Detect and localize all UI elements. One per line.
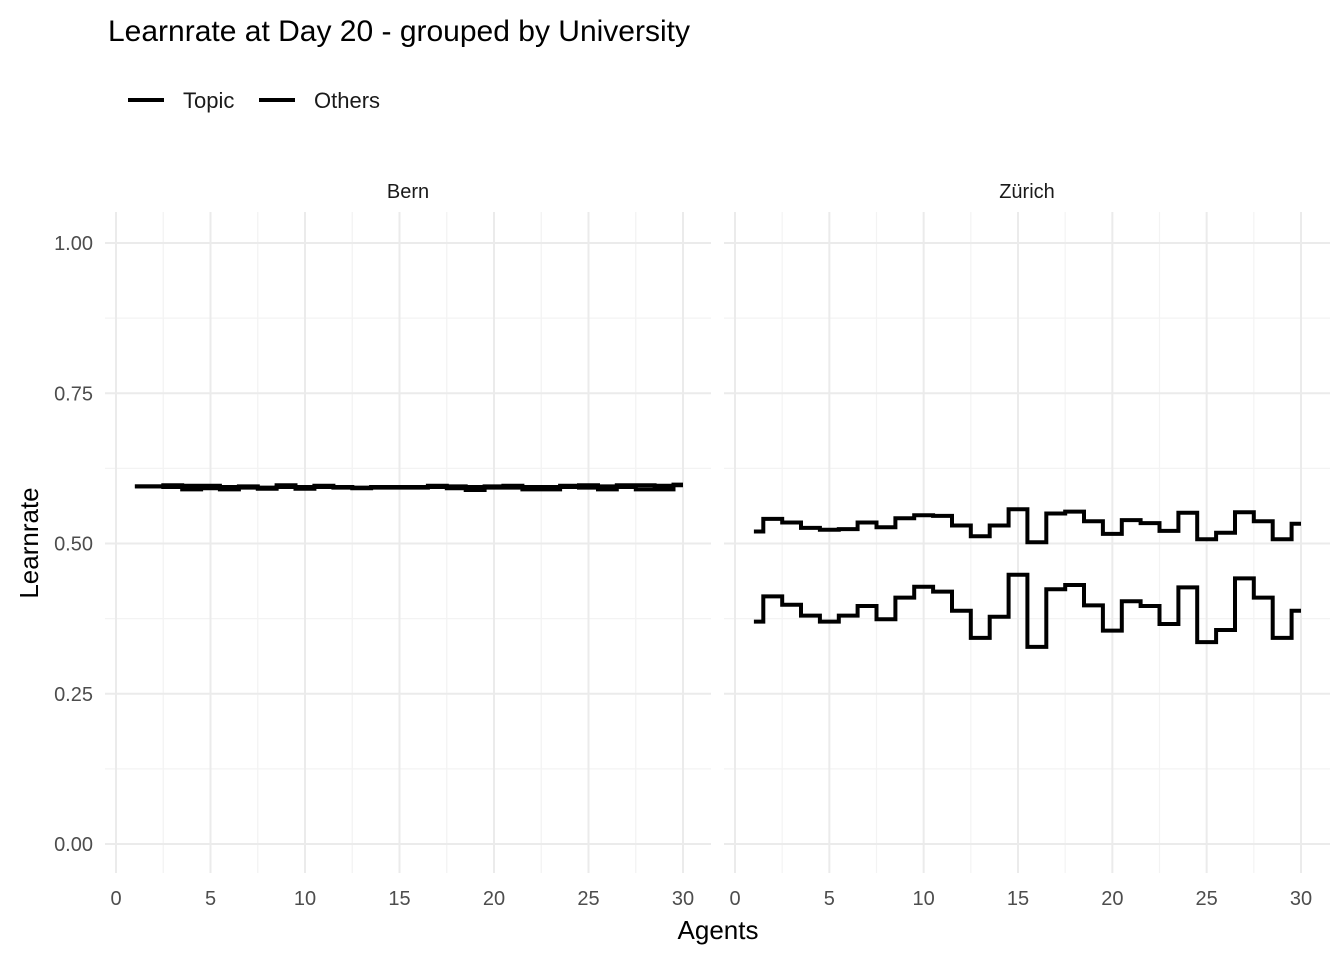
x-tick-label: 5 [824,888,835,910]
series-line-others-zrich [753,572,1301,649]
y-tick-label: 0.50 [54,534,93,556]
x-tick-label: 25 [1196,888,1218,910]
x-tick-label: 25 [577,888,599,910]
x-tick-label: 30 [672,888,694,910]
y-tick-label: 0.00 [54,834,93,856]
legend: Topic Others [128,88,380,113]
x-tick-label: 15 [388,888,410,910]
x-tick-label: 0 [729,888,740,910]
y-axis-title: Learnrate [14,487,44,598]
panels-layer: Bern 0 5 10 15 20 25 30 0.00 0.25 0.50 0.75 1.00 Züri… [54,181,1330,910]
x-tick-label: 20 [1101,888,1123,910]
legend-label-others: Others [314,88,380,113]
series-line-topic-zrich [753,507,1301,545]
x-tick-label: 30 [1290,888,1312,910]
y-tick-label: 1.00 [54,233,93,255]
y-tick-label: 0.75 [54,383,93,405]
x-tick-label: 5 [205,888,216,910]
x-tick-label: 0 [110,888,121,910]
panel-strip-label: Zürich [999,181,1055,203]
x-axis-title: Agents [678,915,759,945]
x-tick-label: 15 [1007,888,1029,910]
panel-zrich: Zürich 0 5 10 15 20 25 30 [724,181,1330,910]
x-tick-label: 20 [483,888,505,910]
x-tick-label: 10 [294,888,316,910]
panel-bern: Bern 0 5 10 15 20 25 30 0.00 0.25 0.50 0.75 1.00 [54,181,711,910]
x-tick-label: 10 [913,888,935,910]
series-line-others-bern [134,483,683,492]
legend-label-topic: Topic [183,88,234,113]
panel-strip-label: Bern [387,181,429,203]
y-tick-label: 0.25 [54,684,93,706]
chart-title: Learnrate at Day 20 - grouped by Univers… [108,15,690,48]
